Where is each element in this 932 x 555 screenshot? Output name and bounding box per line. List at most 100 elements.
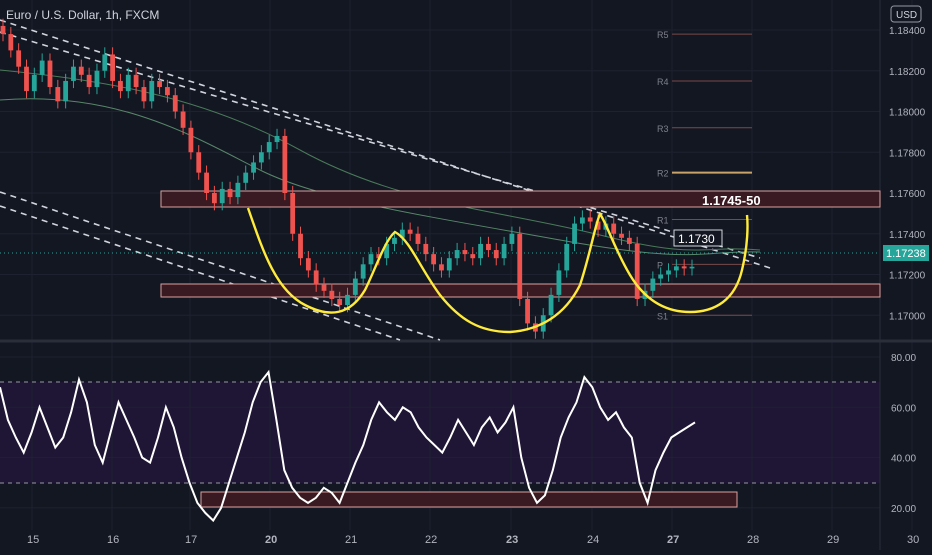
- candle-body: [31, 74, 37, 92]
- candle-body: [227, 188, 233, 198]
- price-tick-label: 1.17000: [889, 311, 926, 322]
- candle-body: [133, 74, 139, 88]
- candle-body: [415, 233, 421, 244]
- candle-body: [376, 254, 382, 259]
- candle-body: [525, 298, 530, 324]
- price-tick-label: 1.18000: [889, 108, 926, 119]
- channel-upper-line-2: [0, 31, 761, 259]
- candle-body: [16, 50, 22, 67]
- candle-body: [368, 254, 374, 265]
- price-tick-label: 1.17800: [889, 148, 926, 159]
- channel-lower-line-2: [0, 205, 401, 341]
- candle-body: [157, 80, 162, 88]
- candle-body: [321, 284, 327, 291]
- candle-body: [172, 95, 178, 112]
- candle-body: [243, 172, 249, 183]
- time-axis: 15 16 17 20 21 22 23 24 27 28 29 30: [27, 534, 919, 546]
- candle-body: [188, 127, 194, 153]
- candle-body: [407, 229, 413, 234]
- candle-body: [266, 142, 272, 153]
- channel-lower-line-1: [0, 191, 441, 341]
- candle-body: [360, 264, 366, 279]
- currency-label: USD: [896, 10, 917, 21]
- candle-body: [399, 229, 405, 238]
- candle-body: [118, 80, 123, 92]
- resistance-zone: [160, 190, 881, 208]
- candle-body: [579, 217, 585, 224]
- candle-body: [102, 54, 108, 71]
- time-tick-label: 28: [747, 534, 759, 546]
- candle-body: [329, 290, 335, 299]
- candle-body: [141, 87, 147, 102]
- oscillator-band-fill: [0, 382, 880, 483]
- candle-body: [125, 74, 131, 92]
- candle-body: [501, 243, 507, 259]
- candle-body: [165, 87, 170, 96]
- pivot-label: R2: [657, 169, 669, 179]
- zones: [160, 190, 881, 508]
- candle-body: [681, 266, 687, 269]
- candle-body: [626, 237, 632, 244]
- trend-channel: [0, 19, 771, 341]
- osc-tick-label: 80.00: [891, 353, 916, 364]
- candle-body: [180, 111, 186, 128]
- candle-body: [619, 233, 624, 238]
- candle-body: [486, 243, 491, 251]
- osc-tick-label: 60.00: [891, 403, 916, 414]
- time-tick-label: 15: [27, 534, 39, 546]
- time-tick-label: 30: [907, 534, 919, 546]
- candle-body: [258, 152, 264, 163]
- oscillator-highlight-zone: [200, 491, 738, 508]
- candle-body: [196, 152, 202, 173]
- candle-body: [63, 80, 69, 102]
- candle-body: [219, 188, 225, 204]
- candle-body: [204, 172, 209, 193]
- candle-body: [423, 243, 429, 255]
- candle-body: [392, 237, 397, 244]
- channel-upper-line-1: [0, 19, 771, 269]
- candle-body: [282, 135, 288, 193]
- oscillator-axis: 80.00 60.00 40.00 20.00: [891, 353, 916, 515]
- oscillator-line: [0, 369, 696, 523]
- candle-body: [517, 233, 523, 299]
- pivot-label: P: [657, 260, 663, 270]
- candle-body: [431, 254, 437, 265]
- pivot-levels: R5 R4 R3 R2 R1 P S1: [657, 30, 752, 321]
- candle-body: [251, 162, 256, 173]
- pivot-label: S1: [657, 311, 668, 321]
- level-label: 1.1730: [678, 232, 715, 246]
- candle-body: [352, 278, 358, 295]
- candle-body: [556, 270, 562, 295]
- candle-body: [47, 60, 53, 88]
- price-tick-label: 1.17600: [889, 189, 926, 200]
- candle-body: [235, 182, 241, 198]
- candle-body: [548, 294, 554, 316]
- time-tick-label: 22: [425, 534, 437, 546]
- currency-badge[interactable]: [890, 5, 922, 23]
- candle-body: [493, 250, 499, 259]
- candle-body: [290, 193, 296, 234]
- level-label-box: [673, 229, 723, 247]
- candle-body: [673, 266, 679, 271]
- candle-body: [439, 264, 444, 271]
- candle-body: [564, 243, 570, 271]
- candle-body: [478, 243, 484, 259]
- candle-body: [211, 193, 217, 204]
- candle-body: [86, 74, 92, 88]
- candle-body: [634, 243, 640, 299]
- zone-label: 1.1745-50: [702, 193, 761, 208]
- candle-body: [39, 60, 45, 75]
- candle-body: [345, 294, 350, 306]
- price-tick-label: 1.17400: [889, 230, 926, 241]
- candle-body: [384, 243, 390, 259]
- price-tick-label: 1.17200: [889, 271, 926, 282]
- candle-body: [454, 250, 460, 259]
- price-tick-label: 1.18400: [889, 26, 926, 37]
- candle-body: [470, 254, 476, 259]
- candle-body: [24, 66, 29, 92]
- candle-body: [8, 34, 14, 51]
- candle-body: [298, 233, 303, 259]
- price-axis: 1.18400 1.18200 1.18000 1.17800 1.17600 1.174…: [889, 26, 926, 322]
